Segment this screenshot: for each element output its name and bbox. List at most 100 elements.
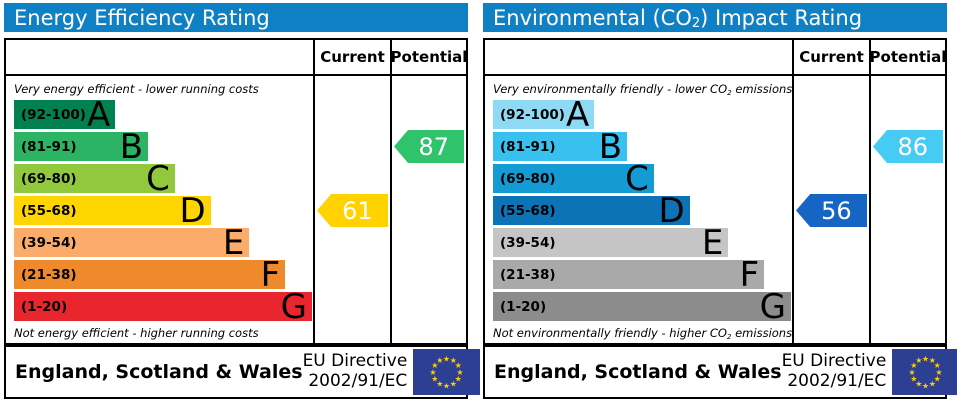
bottom-note: Not environmentally friendly - higher CO… bbox=[493, 326, 792, 341]
band-letter: B bbox=[119, 126, 144, 167]
epc-panel: Environmental (CO2) Impact Rating Curren… bbox=[483, 3, 957, 399]
band-list: (92-100) A (81-91) B (69-80) C (55-68) D (39… bbox=[14, 94, 312, 324]
rating-table: Current Potential Very environmentally f… bbox=[483, 38, 947, 345]
potential-column: 87 bbox=[390, 76, 466, 343]
band-range: (39-54) bbox=[500, 234, 556, 251]
band-letter: F bbox=[739, 254, 760, 295]
current-value: 61 bbox=[342, 196, 373, 225]
eu-flag-star: ★ bbox=[450, 380, 457, 389]
eu-flag-star: ★ bbox=[916, 380, 923, 389]
potential-value: 86 bbox=[897, 132, 929, 161]
eu-flag-star: ★ bbox=[450, 356, 457, 365]
eu-flag-star: ★ bbox=[443, 381, 450, 390]
rating-band: (21-38) F bbox=[493, 254, 765, 295]
eu-directive-label: EU Directive 2002/91/EC bbox=[781, 351, 887, 391]
eu-flag-bg bbox=[413, 349, 481, 395]
eu-flag-star: ★ bbox=[929, 356, 936, 365]
rating-band: (1-20) G bbox=[14, 290, 312, 324]
panel-title-bar: Energy Efficiency Rating bbox=[4, 3, 468, 32]
band-range: (69-80) bbox=[500, 170, 556, 187]
potential-column-header: Potential bbox=[390, 40, 467, 76]
band-letter: C bbox=[625, 158, 649, 199]
panel-title: Energy Efficiency Rating bbox=[14, 5, 270, 30]
band-range: (69-80) bbox=[21, 170, 77, 187]
rating-band: (55-68) D bbox=[14, 190, 211, 231]
rating-band: (1-20) G bbox=[493, 290, 791, 324]
rating-band: (55-68) D bbox=[493, 194, 690, 228]
region-label: England, Scotland & Wales bbox=[15, 361, 303, 383]
potential-arrow: 86 bbox=[873, 130, 943, 163]
band-range: (21-38) bbox=[500, 266, 556, 283]
top-note: Very environmentally friendly - lower CO… bbox=[493, 82, 792, 97]
table-corner bbox=[485, 40, 792, 76]
rating-band: (69-80) C bbox=[493, 158, 654, 199]
band-letter: F bbox=[260, 254, 281, 295]
eu-flag-star: ★ bbox=[430, 368, 437, 377]
band-range: (1-20) bbox=[500, 298, 547, 315]
rating-band: (39-54) E bbox=[493, 222, 729, 263]
bands-area: Very environmentally friendly - lower CO… bbox=[485, 76, 792, 343]
band-range: (81-91) bbox=[21, 138, 77, 155]
potential-column: 86 bbox=[869, 76, 945, 343]
potential-arrow: 87 bbox=[394, 130, 464, 163]
eu-flag-star: ★ bbox=[443, 354, 450, 363]
eu-directive-label: EU Directive 2002/91/EC bbox=[302, 351, 408, 391]
eu-flag: ★ ★ ★ ★ ★ ★ ★ ★ ★ ★ ★ ★ bbox=[892, 349, 957, 395]
eu-flag-star: ★ bbox=[437, 380, 444, 389]
eu-flag-star: ★ bbox=[455, 375, 462, 384]
eu-flag-star: ★ bbox=[936, 368, 943, 377]
rating-band: (92-100) A bbox=[14, 94, 116, 135]
eu-flag-star: ★ bbox=[909, 368, 916, 377]
band-list: (92-100) A (81-91) B (69-80) C (55-68) D (39… bbox=[493, 94, 791, 324]
eu-flag: ★ ★ ★ ★ ★ ★ ★ ★ ★ ★ ★ ★ bbox=[413, 349, 481, 395]
rating-band: (81-91) B bbox=[493, 126, 628, 167]
rating-band: (69-80) C bbox=[14, 158, 175, 199]
rating-table: Current Potential Very energy efficient … bbox=[4, 38, 468, 345]
eu-flag-star: ★ bbox=[916, 356, 923, 365]
current-column-header: Current bbox=[792, 40, 869, 76]
band-range: (92-100) bbox=[500, 106, 565, 123]
current-column-header: Current bbox=[313, 40, 390, 76]
rating-band: (92-100) A bbox=[493, 94, 595, 135]
eu-flag-star: ★ bbox=[934, 361, 941, 370]
eu-flag-star: ★ bbox=[432, 361, 439, 370]
table-corner bbox=[6, 40, 313, 76]
eu-flag-star: ★ bbox=[432, 375, 439, 384]
band-letter: D bbox=[179, 190, 206, 231]
top-note: Very energy efficient - lower running co… bbox=[14, 82, 259, 96]
band-letter: B bbox=[598, 126, 623, 167]
potential-value: 87 bbox=[418, 132, 450, 161]
eu-flag-star: ★ bbox=[911, 361, 918, 370]
potential-column-header: Potential bbox=[869, 40, 946, 76]
bands-area: Very energy efficient - lower running co… bbox=[6, 76, 313, 343]
eu-flag-star: ★ bbox=[457, 368, 464, 377]
panel-title-bar: Environmental (CO2) Impact Rating bbox=[483, 3, 947, 32]
eu-flag-star: ★ bbox=[922, 381, 929, 390]
current-column: 56 bbox=[792, 76, 869, 343]
band-range: (21-38) bbox=[21, 266, 77, 283]
band-letter: A bbox=[87, 94, 111, 135]
rating-band: (81-91) B bbox=[14, 126, 149, 167]
band-range: (1-20) bbox=[21, 298, 68, 315]
band-range: (55-68) bbox=[500, 202, 556, 219]
current-column: 61 bbox=[313, 76, 390, 343]
band-range: (55-68) bbox=[21, 202, 77, 219]
band-letter: E bbox=[701, 222, 724, 263]
bottom-note: Not energy efficient - higher running co… bbox=[14, 326, 259, 340]
band-letter: C bbox=[146, 158, 170, 199]
region-label: England, Scotland & Wales bbox=[494, 361, 782, 383]
current-value: 56 bbox=[821, 196, 852, 225]
eu-flag-star: ★ bbox=[934, 375, 941, 384]
epc-panel: Energy Efficiency Rating Current Potenti… bbox=[4, 3, 481, 399]
eu-flag-star: ★ bbox=[455, 361, 462, 370]
band-letter: A bbox=[566, 94, 590, 135]
band-range: (92-100) bbox=[21, 106, 86, 123]
footer: England, Scotland & Wales EU Directive 20… bbox=[4, 345, 481, 399]
band-letter: E bbox=[222, 222, 245, 263]
eu-flag-star: ★ bbox=[911, 375, 918, 384]
rating-band: (39-54) E bbox=[14, 222, 250, 263]
eu-flag-star: ★ bbox=[922, 354, 929, 363]
band-range: (81-91) bbox=[500, 138, 556, 155]
rating-band: (21-38) F bbox=[14, 254, 286, 295]
